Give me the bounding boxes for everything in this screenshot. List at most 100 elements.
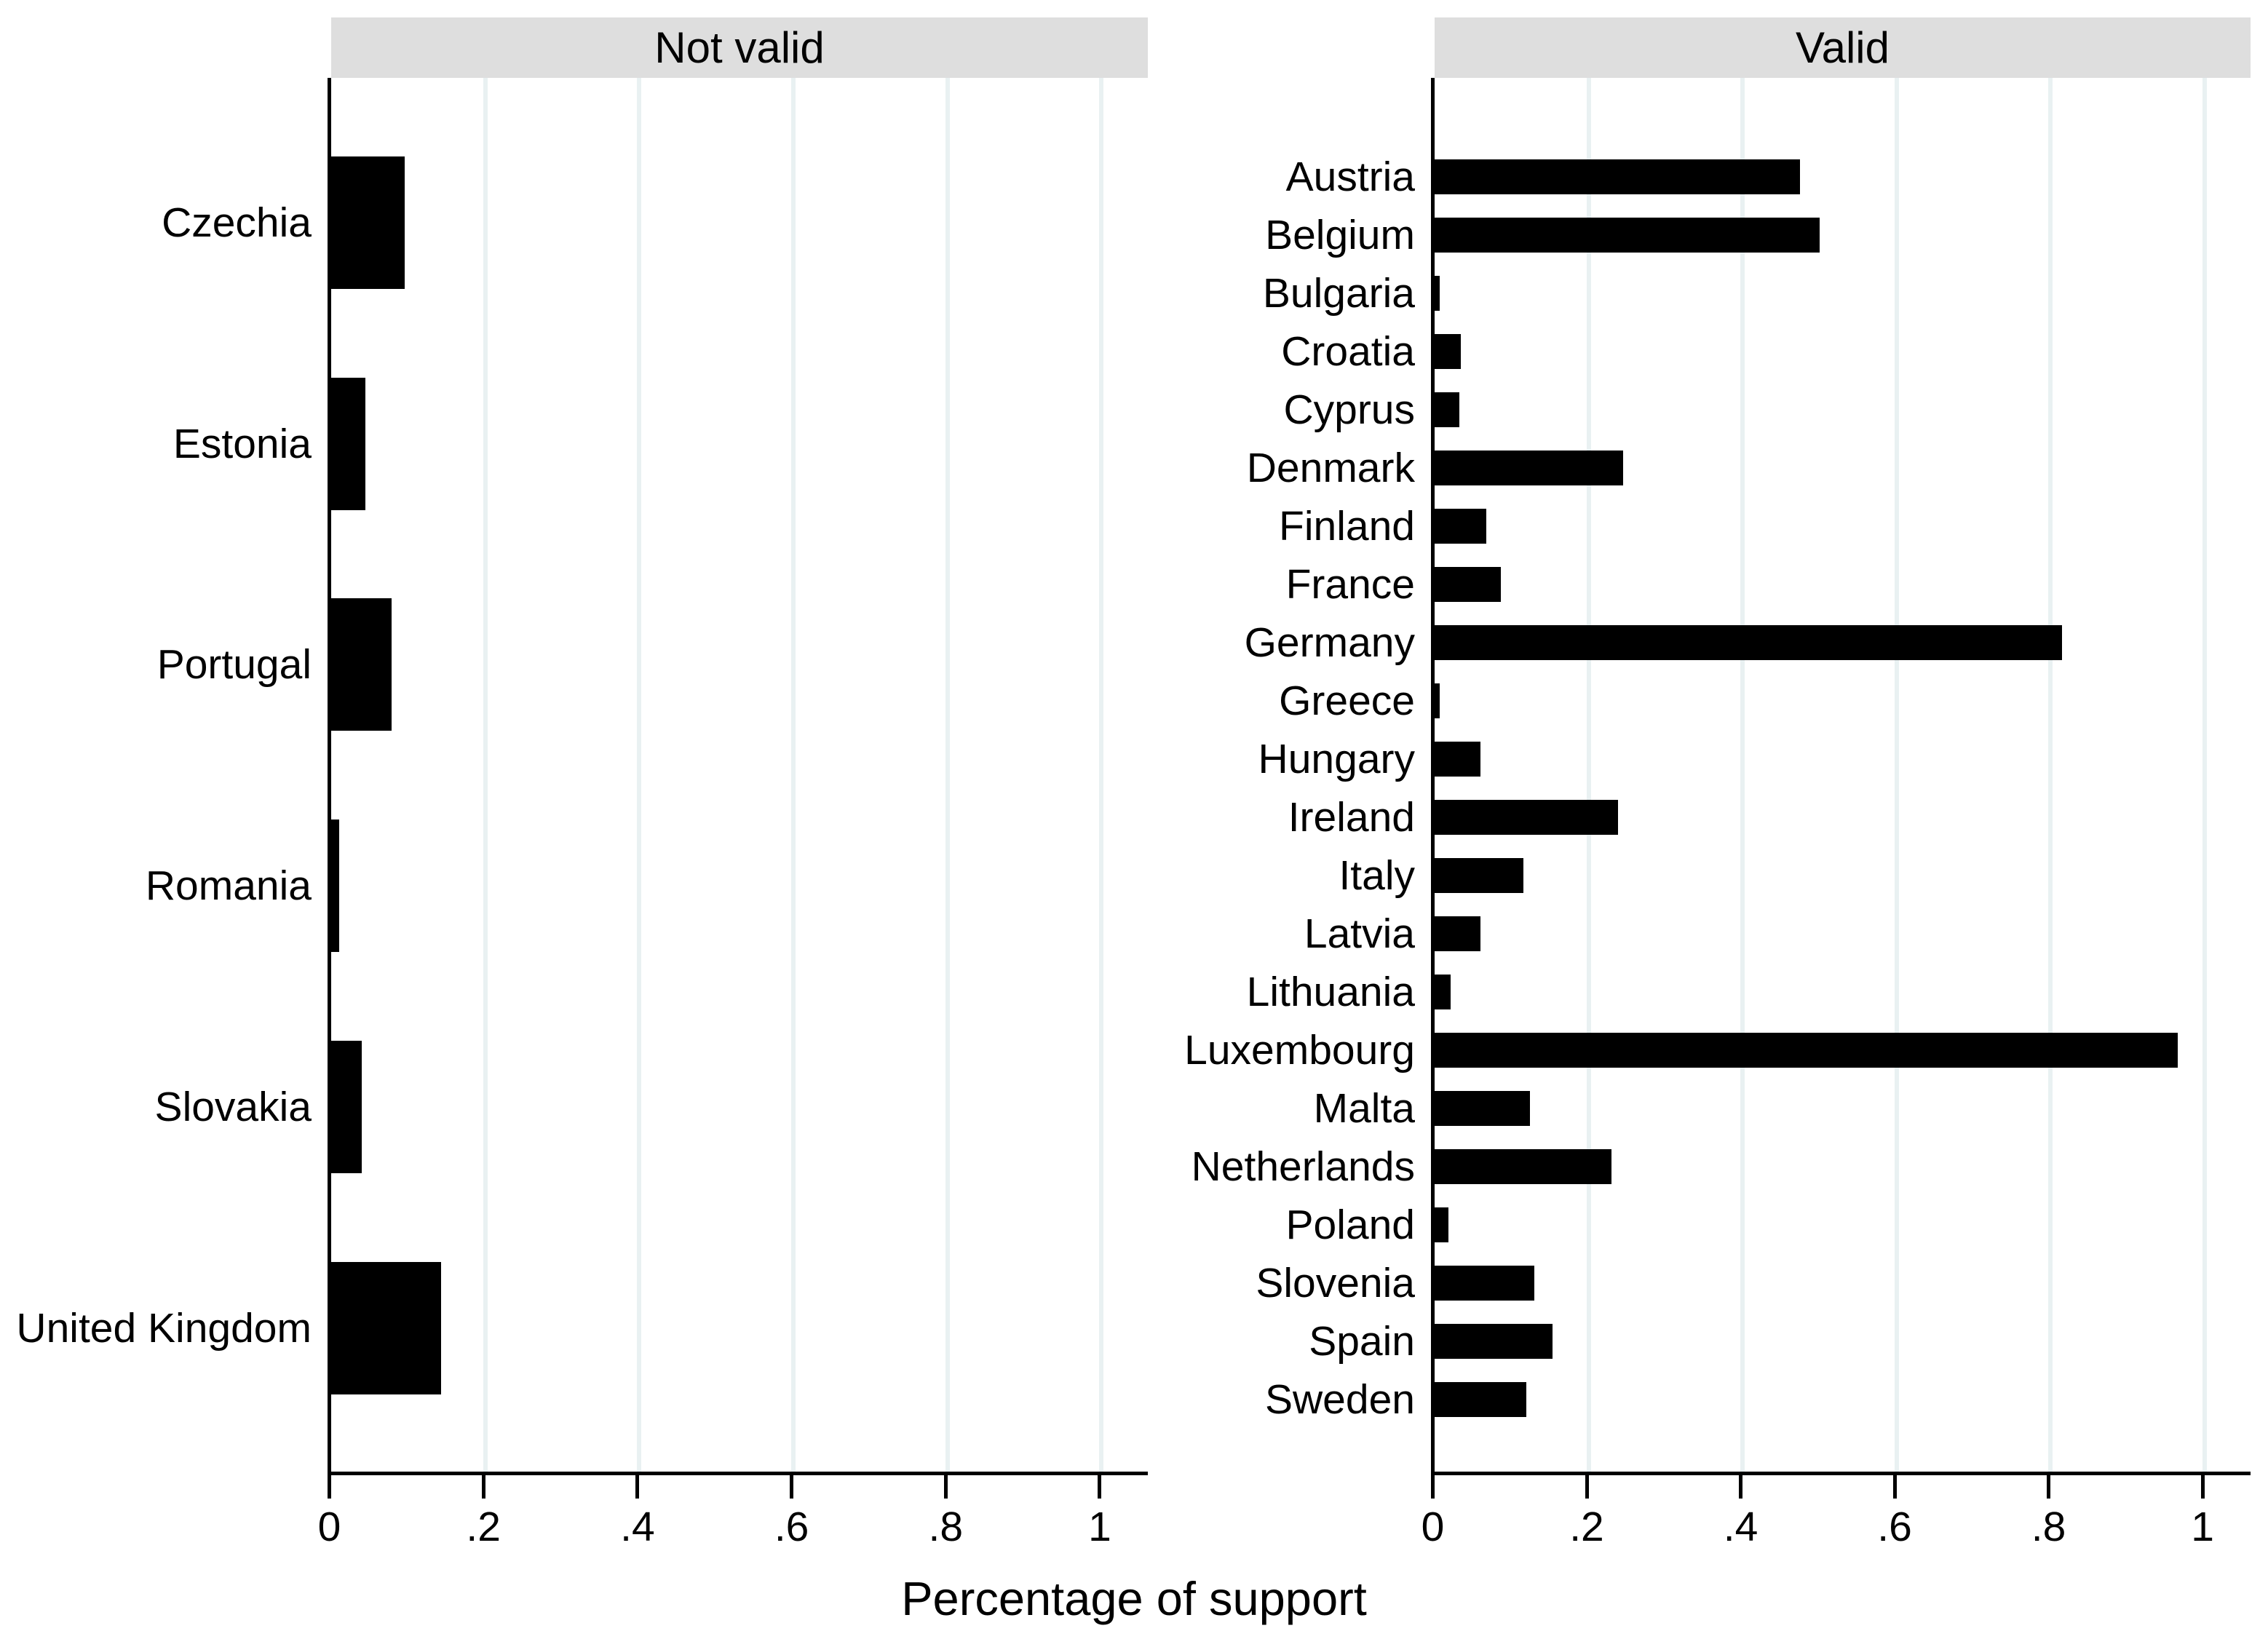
bar-italy: [1435, 858, 1523, 893]
x-tick-label: 1: [2191, 1504, 2214, 1550]
panel-header-valid: Valid: [1435, 17, 2251, 78]
x-tick: [1431, 1475, 1435, 1499]
x-tick: [1098, 1475, 1102, 1499]
bar-portugal: [331, 598, 392, 731]
category-label-lithuania: Lithuania: [1246, 969, 1415, 1015]
bar-cyprus: [1435, 392, 1459, 427]
bar-belgium: [1435, 218, 1820, 253]
gridline: [1099, 78, 1104, 1472]
bar-luxembourg: [1435, 1033, 2178, 1068]
bar-lithuania: [1435, 975, 1451, 1009]
category-label-slovenia: Slovenia: [1256, 1260, 1415, 1306]
gridline: [483, 78, 488, 1472]
x-tick-label: 0: [1421, 1504, 1445, 1550]
category-label-netherlands: Netherlands: [1191, 1143, 1415, 1190]
panel-header-not-valid: Not valid: [331, 17, 1148, 78]
bar-greece: [1435, 683, 1440, 718]
bar-finland: [1435, 509, 1486, 544]
x-tick: [943, 1475, 948, 1499]
bar-austria: [1435, 159, 1801, 194]
category-label-france: France: [1285, 561, 1415, 608]
bar-czechia: [331, 156, 405, 289]
x-tick-label: .4: [620, 1504, 655, 1550]
bar-france: [1435, 567, 1501, 602]
gridline: [2048, 78, 2053, 1472]
x-tick: [2200, 1475, 2205, 1499]
bar-croatia: [1435, 334, 1461, 369]
bar-spain: [1435, 1324, 1553, 1359]
bar-malta: [1435, 1091, 1531, 1126]
x-tick-label: .8: [2031, 1504, 2066, 1550]
bar-slovenia: [1435, 1266, 1535, 1301]
category-label-hungary: Hungary: [1258, 736, 1415, 782]
bar-estonia: [331, 377, 365, 510]
category-label-romania: Romania: [145, 862, 312, 910]
x-tick: [1892, 1475, 1897, 1499]
category-label-latvia: Latvia: [1304, 910, 1415, 957]
x-tick-label: .2: [466, 1504, 501, 1550]
category-label-denmark: Denmark: [1246, 445, 1415, 491]
gridline: [637, 78, 642, 1472]
bar-slovakia: [331, 1040, 362, 1173]
category-label-sweden: Sweden: [1265, 1376, 1415, 1423]
category-label-ireland: Ireland: [1288, 794, 1415, 841]
bar-latvia: [1435, 916, 1481, 951]
category-label-portugal: Portugal: [156, 641, 312, 688]
gridline: [945, 78, 950, 1472]
category-label-luxembourg: Luxembourg: [1184, 1027, 1415, 1074]
plot-area-valid: [1435, 78, 2251, 1472]
x-tick-label: .8: [928, 1504, 964, 1550]
y-axis-line: [1431, 78, 1435, 1475]
panel-title-valid: Valid: [1796, 23, 1890, 72]
x-tick-label: .6: [774, 1504, 809, 1550]
category-label-croatia: Croatia: [1281, 328, 1415, 375]
category-label-germany: Germany: [1244, 619, 1415, 666]
x-tick-label: 0: [317, 1504, 341, 1550]
x-tick: [328, 1475, 331, 1499]
gridline: [1740, 78, 1745, 1472]
category-label-estonia: Estonia: [173, 420, 312, 467]
category-label-bulgaria: Bulgaria: [1262, 270, 1415, 317]
bar-united-kingdom: [331, 1261, 442, 1394]
bar-germany: [1435, 625, 2062, 660]
bar-romania: [331, 820, 339, 953]
gridline: [2202, 78, 2207, 1472]
category-label-belgium: Belgium: [1265, 212, 1415, 258]
bar-sweden: [1435, 1382, 1526, 1417]
category-label-poland: Poland: [1285, 1202, 1416, 1248]
category-label-slovakia: Slovakia: [154, 1083, 312, 1130]
bar-bulgaria: [1435, 276, 1440, 311]
x-tick: [1585, 1475, 1589, 1499]
x-tick: [635, 1475, 640, 1499]
bar-hungary: [1435, 742, 1481, 777]
bar-poland: [1435, 1207, 1449, 1242]
x-tick-label: .4: [1723, 1504, 1759, 1550]
gridline: [791, 78, 796, 1472]
bar-netherlands: [1435, 1149, 1612, 1184]
x-axis-title: Percentage of support: [901, 1572, 1367, 1625]
category-label-greece: Greece: [1279, 678, 1415, 724]
x-tick-label: 1: [1088, 1504, 1111, 1550]
gridline: [1894, 78, 1899, 1472]
category-label-malta: Malta: [1313, 1085, 1415, 1132]
category-label-austria: Austria: [1285, 154, 1415, 200]
x-tick: [1739, 1475, 1743, 1499]
bar-denmark: [1435, 451, 1624, 485]
category-label-spain: Spain: [1309, 1318, 1415, 1365]
x-tick: [2047, 1475, 2051, 1499]
x-axis-line: [1431, 1472, 2251, 1475]
category-label-cyprus: Cyprus: [1283, 386, 1415, 433]
x-tick: [481, 1475, 485, 1499]
x-tick-label: .2: [1569, 1504, 1604, 1550]
y-axis-line: [328, 78, 331, 1475]
x-tick-label: .6: [1877, 1504, 1912, 1550]
x-tick: [790, 1475, 794, 1499]
category-label-italy: Italy: [1339, 852, 1415, 899]
category-label-czechia: Czechia: [162, 199, 312, 246]
x-axis-line: [328, 1472, 1148, 1475]
panel-title-not-valid: Not valid: [654, 23, 825, 72]
category-label-united-kingdom: United Kingdom: [16, 1304, 312, 1352]
category-label-finland: Finland: [1279, 503, 1415, 549]
plot-area-not-valid: [331, 78, 1148, 1472]
